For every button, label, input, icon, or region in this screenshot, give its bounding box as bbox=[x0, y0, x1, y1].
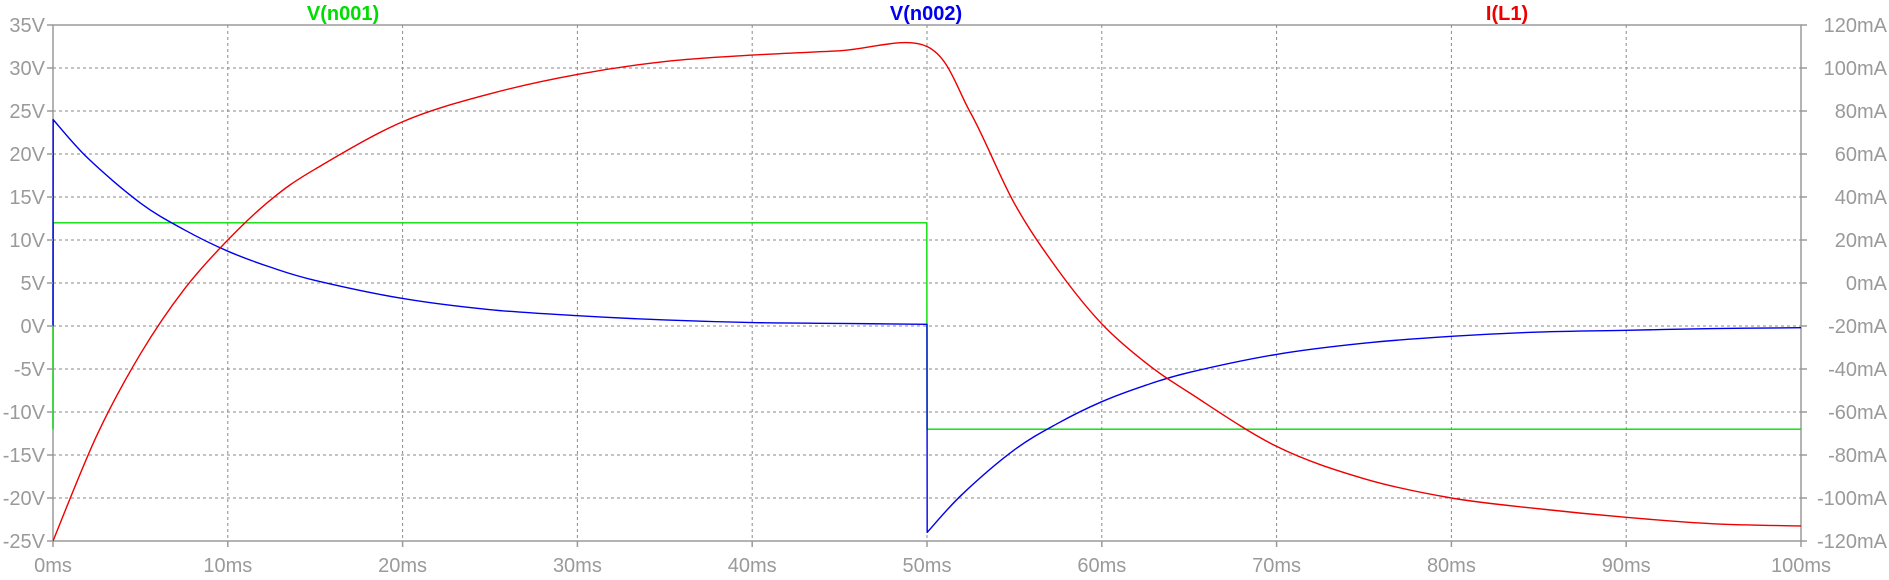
y-left-tick-label: 10V bbox=[9, 230, 45, 252]
y-left-tick-label: 25V bbox=[9, 101, 45, 123]
y-left-tick-label: -10V bbox=[3, 402, 46, 424]
x-tick-label: 20ms bbox=[378, 555, 427, 577]
y-left-tick-label: 35V bbox=[9, 15, 45, 37]
x-tick-label: 60ms bbox=[1077, 555, 1126, 577]
y-left-tick-label: 0V bbox=[21, 316, 46, 338]
series-traces bbox=[52, 41, 1802, 542]
y-right-tick-label: 60mA bbox=[1835, 144, 1888, 166]
y-left-axis-ticks: 35V 30V 25V 20V 15V 10V 5V 0V -5V -10V -15V -20V -25… bbox=[3, 15, 53, 553]
x-tick-label: 80ms bbox=[1427, 555, 1476, 577]
y-right-tick-label: -120mA bbox=[1817, 531, 1888, 553]
x-tick-label: 70ms bbox=[1252, 555, 1301, 577]
y-right-tick-label: 80mA bbox=[1835, 101, 1888, 123]
y-left-tick-label: 5V bbox=[21, 273, 46, 295]
y-left-tick-label: -5V bbox=[14, 359, 46, 381]
series-trace-v-n002 bbox=[52, 118, 1802, 534]
y-right-tick-label: -60mA bbox=[1828, 402, 1888, 424]
y-right-tick-label: 120mA bbox=[1824, 15, 1888, 37]
grid-lines bbox=[53, 25, 1801, 541]
y-left-tick-label: 20V bbox=[9, 144, 45, 166]
x-axis-ticks: 0ms 10ms 20ms 30ms 40ms 50ms 60ms 70ms 80ms 90ms 1… bbox=[34, 541, 1831, 577]
y-left-tick-label: 15V bbox=[9, 187, 45, 209]
y-right-tick-label: -20mA bbox=[1828, 316, 1888, 338]
x-tick-label: 30ms bbox=[553, 555, 602, 577]
y-left-tick-label: 30V bbox=[9, 58, 45, 80]
x-tick-label: 100ms bbox=[1771, 555, 1831, 577]
y-right-tick-label: -40mA bbox=[1828, 359, 1888, 381]
legend-label-v-n002: V(n002) bbox=[890, 3, 962, 25]
legend-label-i-l1: I(L1) bbox=[1486, 3, 1528, 25]
y-left-tick-label: -25V bbox=[3, 531, 46, 553]
series-trace-i-l1 bbox=[52, 41, 1802, 542]
y-left-tick-label: -15V bbox=[3, 445, 46, 467]
x-tick-label: 0ms bbox=[34, 555, 72, 577]
legend-label-v-n001: V(n001) bbox=[307, 3, 379, 25]
x-tick-label: 40ms bbox=[728, 555, 777, 577]
y-right-tick-label: 0mA bbox=[1846, 273, 1888, 295]
y-right-tick-label: -100mA bbox=[1817, 488, 1888, 510]
y-right-axis-ticks: 120mA 100mA 80mA 60mA 40mA 20mA 0mA -20mA -40mA -… bbox=[1801, 15, 1888, 553]
y-right-tick-label: -80mA bbox=[1828, 445, 1888, 467]
y-right-tick-label: 40mA bbox=[1835, 187, 1888, 209]
x-tick-label: 50ms bbox=[903, 555, 952, 577]
x-tick-label: 10ms bbox=[203, 555, 252, 577]
y-left-tick-label: -20V bbox=[3, 488, 46, 510]
y-right-tick-label: 20mA bbox=[1835, 230, 1888, 252]
x-tick-label: 90ms bbox=[1602, 555, 1651, 577]
y-right-tick-label: 100mA bbox=[1824, 58, 1888, 80]
legend: V(n001) V(n002) I(L1) bbox=[307, 3, 1528, 25]
